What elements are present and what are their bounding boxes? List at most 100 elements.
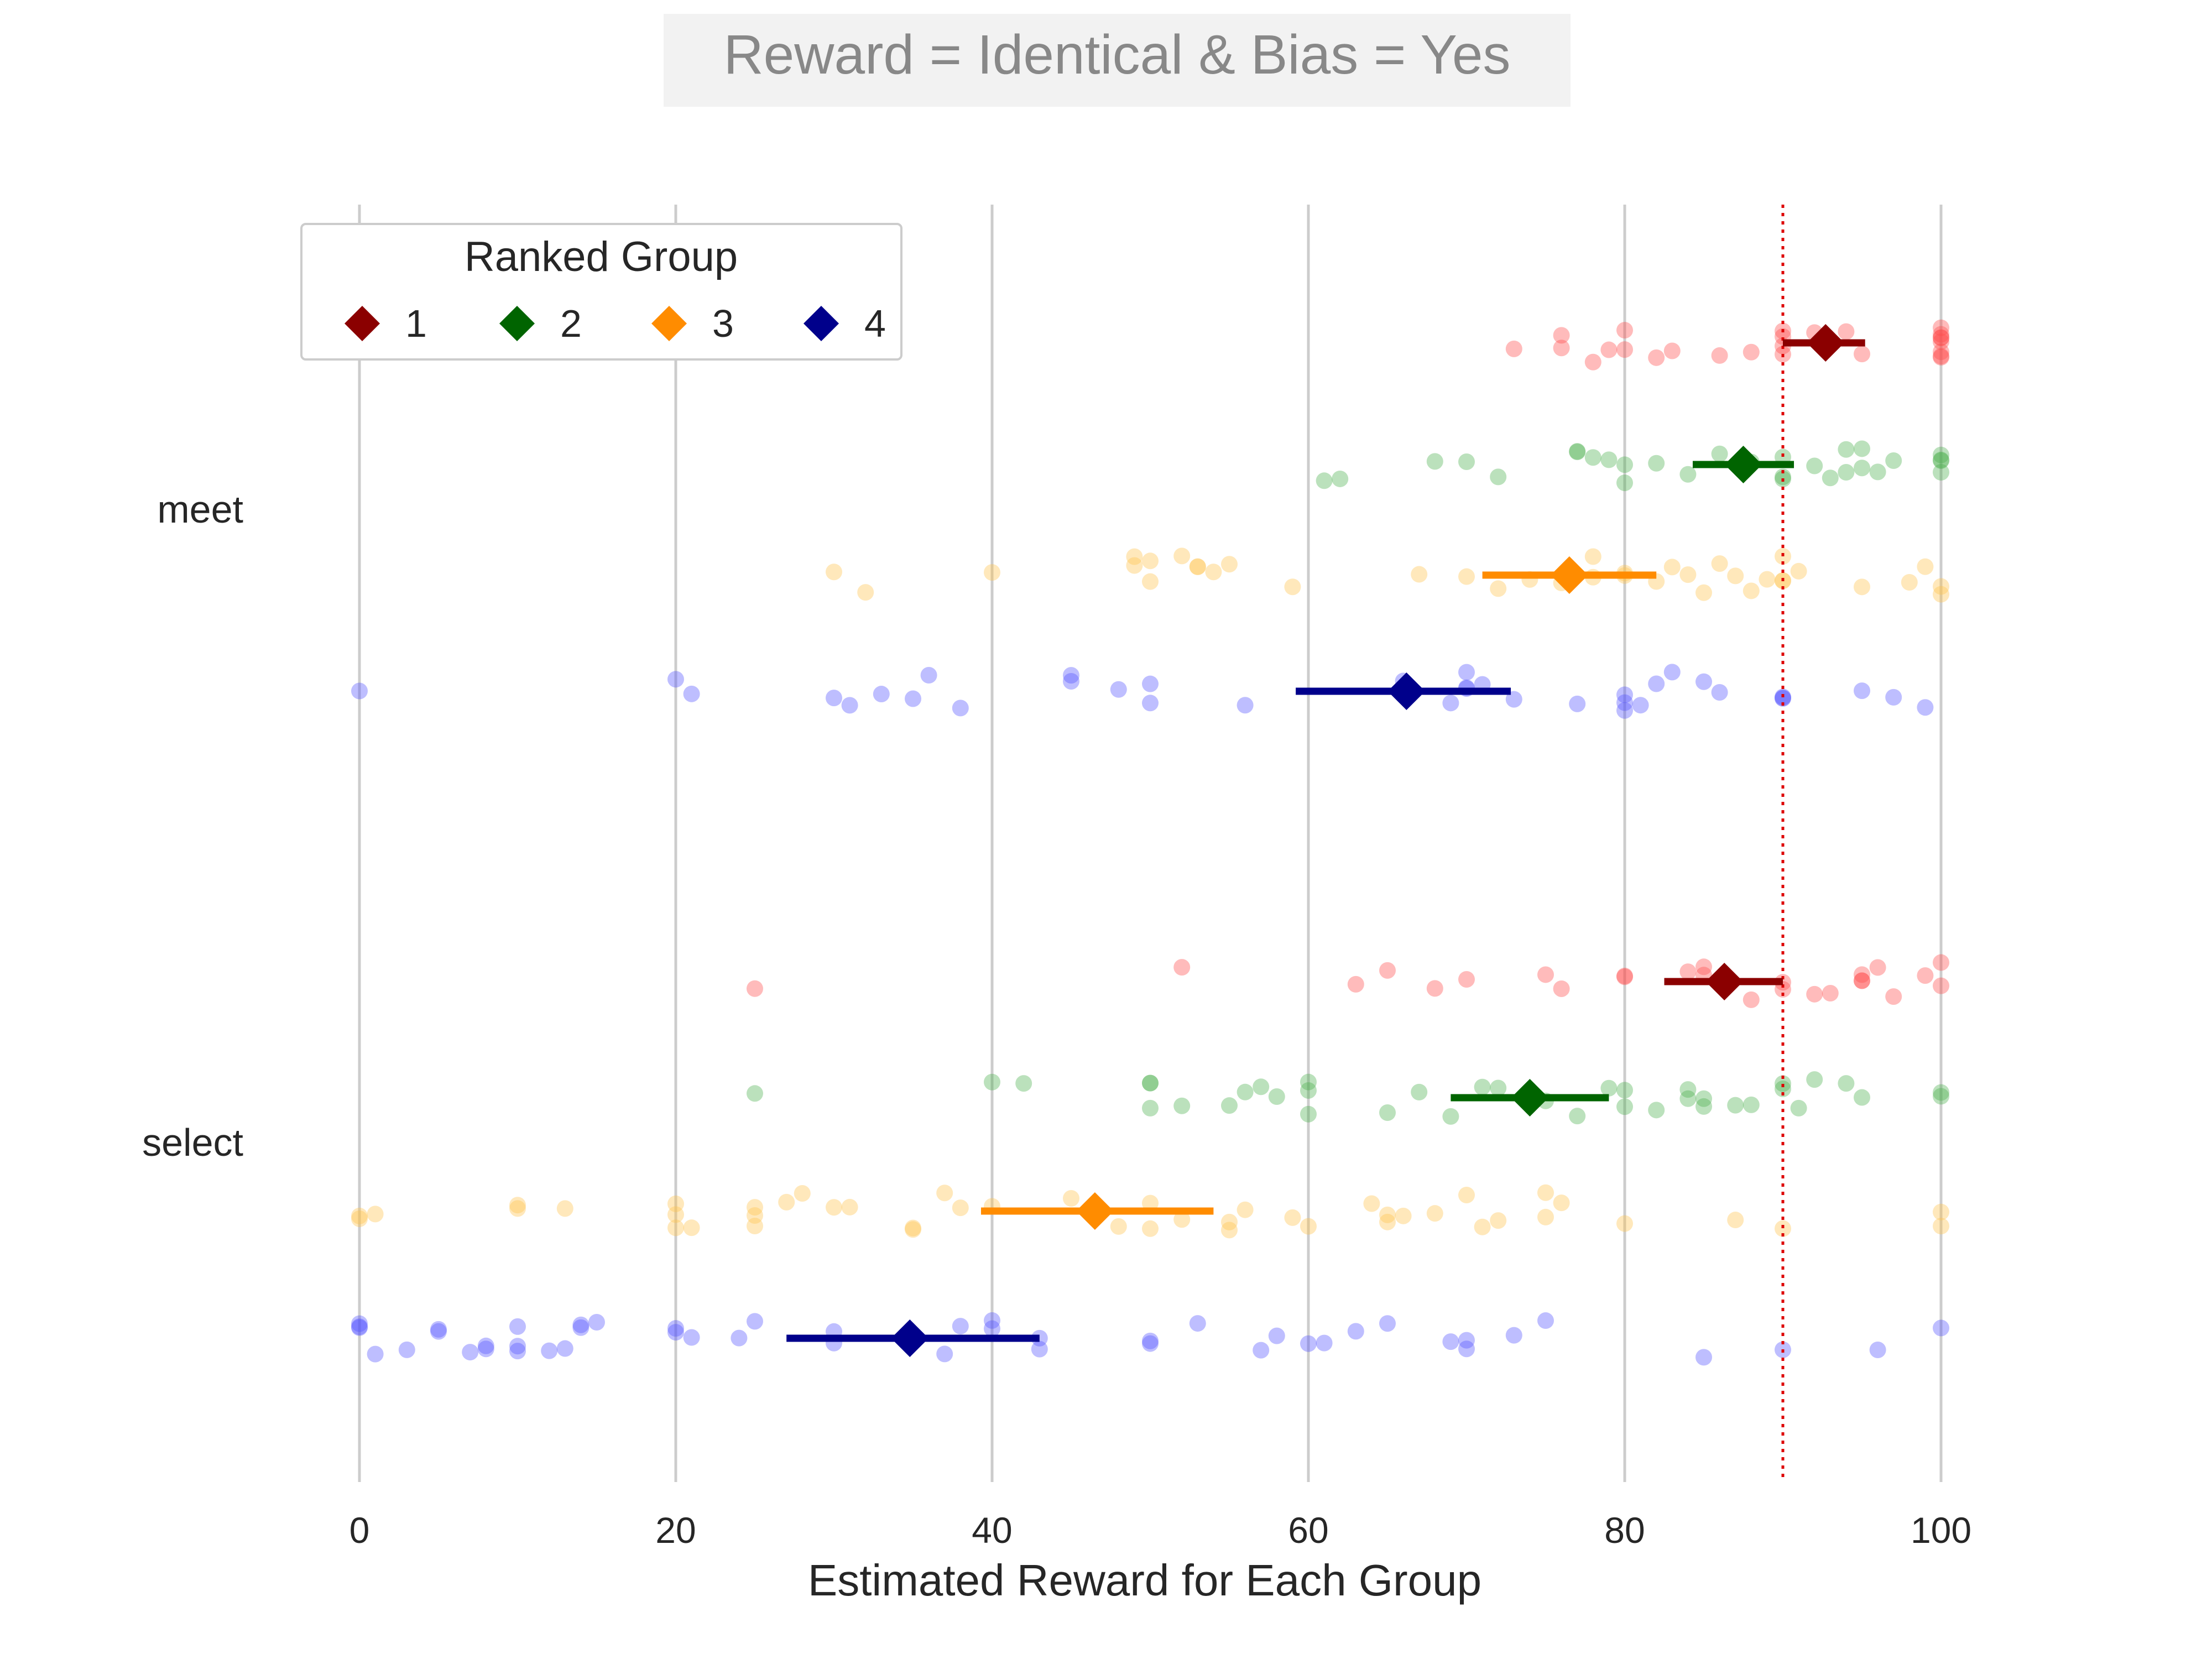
data-point — [1679, 1090, 1697, 1107]
data-point — [667, 671, 684, 688]
data-point — [1379, 1206, 1396, 1223]
data-point — [1775, 690, 1791, 707]
data-point — [1933, 452, 1949, 469]
data-point — [509, 1318, 526, 1335]
data-point — [1490, 1079, 1507, 1097]
data-point — [1458, 971, 1475, 988]
data-point — [1743, 582, 1760, 599]
data-point — [1505, 691, 1522, 708]
data-point — [572, 1316, 589, 1333]
data-point — [1458, 664, 1475, 681]
data-point — [1933, 451, 1949, 468]
data-point — [1379, 1213, 1396, 1230]
data-point — [1300, 1218, 1317, 1235]
data-point — [1426, 980, 1443, 997]
data-point — [1663, 559, 1681, 576]
data-point — [952, 1318, 969, 1335]
data-point — [1110, 1218, 1127, 1235]
mean-marker — [1511, 1079, 1549, 1117]
data-point — [1600, 451, 1618, 468]
data-point — [1869, 1341, 1886, 1358]
data-point — [509, 1338, 526, 1355]
mean-marker — [1724, 446, 1762, 483]
data-point — [1553, 980, 1570, 997]
legend-frame — [300, 223, 902, 361]
data-point — [1933, 1088, 1949, 1105]
data-point — [1711, 445, 1728, 462]
data-point — [1806, 457, 1823, 474]
title-box — [664, 14, 1571, 107]
data-point — [430, 1323, 447, 1340]
data-point — [1553, 1194, 1570, 1212]
data-point — [367, 1345, 384, 1363]
data-point — [1189, 558, 1206, 575]
data-point — [1411, 1083, 1428, 1100]
data-point — [1679, 566, 1697, 583]
data-point — [1253, 1078, 1270, 1095]
data-point — [1790, 562, 1807, 580]
data-point — [1142, 1335, 1159, 1352]
data-point — [1221, 556, 1238, 573]
mean-marker — [1387, 672, 1426, 710]
data-point — [1426, 1205, 1443, 1222]
data-point — [905, 690, 921, 707]
mean-marker — [1807, 324, 1845, 362]
data-point — [1838, 1075, 1855, 1092]
data-point — [1332, 470, 1349, 487]
data-point — [1933, 326, 1949, 343]
x-tick-labels: 0 20 40 60 80 100 — [349, 1510, 1971, 1551]
data-point — [683, 685, 700, 702]
grid-lines — [358, 205, 1943, 1482]
data-point — [1600, 341, 1618, 358]
data-point — [1648, 349, 1665, 366]
data-point — [1648, 1102, 1665, 1119]
data-point — [1300, 1105, 1317, 1123]
data-point — [1743, 343, 1760, 361]
data-point — [1854, 440, 1870, 457]
data-point — [477, 1340, 494, 1358]
data-point — [952, 1199, 969, 1217]
data-point — [1537, 1312, 1554, 1329]
data-point — [1743, 991, 1760, 1008]
data-point — [1822, 469, 1839, 487]
data-point — [1063, 667, 1079, 684]
data-point — [509, 1343, 526, 1360]
data-point — [1885, 452, 1902, 469]
data-point — [1679, 963, 1697, 980]
data-point — [1759, 571, 1776, 588]
data-point — [556, 1340, 573, 1357]
data-point — [462, 1344, 479, 1361]
data-point — [1933, 1203, 1949, 1220]
mean-marker — [891, 1319, 929, 1357]
data-point — [1933, 329, 1949, 346]
data-point — [1569, 695, 1586, 712]
data-point — [857, 584, 874, 601]
legend-marker-2 — [499, 306, 535, 341]
data-point — [1173, 1211, 1191, 1228]
x-tick-label: 0 — [349, 1510, 370, 1551]
data-point — [1600, 1079, 1618, 1097]
data-point — [1237, 697, 1254, 714]
data-point — [1743, 1096, 1760, 1113]
data-point — [1695, 958, 1712, 975]
legend-label-2: 2 — [560, 302, 582, 345]
data-point — [1142, 1099, 1159, 1117]
data-point — [1869, 959, 1886, 976]
data-point — [1505, 1327, 1522, 1344]
data-point — [1695, 1349, 1712, 1366]
data-point — [556, 1200, 573, 1217]
x-tick-label: 40 — [972, 1510, 1012, 1551]
data-point — [367, 1206, 384, 1223]
data-point — [984, 564, 1000, 581]
legend-label-1: 1 — [405, 302, 427, 345]
data-point — [1663, 664, 1681, 681]
category-label-select: select — [142, 1121, 243, 1164]
data-point — [1426, 453, 1443, 470]
data-point — [1663, 342, 1681, 359]
data-point — [1537, 1184, 1554, 1201]
mean-marker — [1076, 1192, 1114, 1230]
data-point — [1695, 673, 1712, 690]
data-point — [667, 1206, 684, 1223]
data-point — [920, 667, 937, 684]
data-point — [588, 1313, 605, 1331]
